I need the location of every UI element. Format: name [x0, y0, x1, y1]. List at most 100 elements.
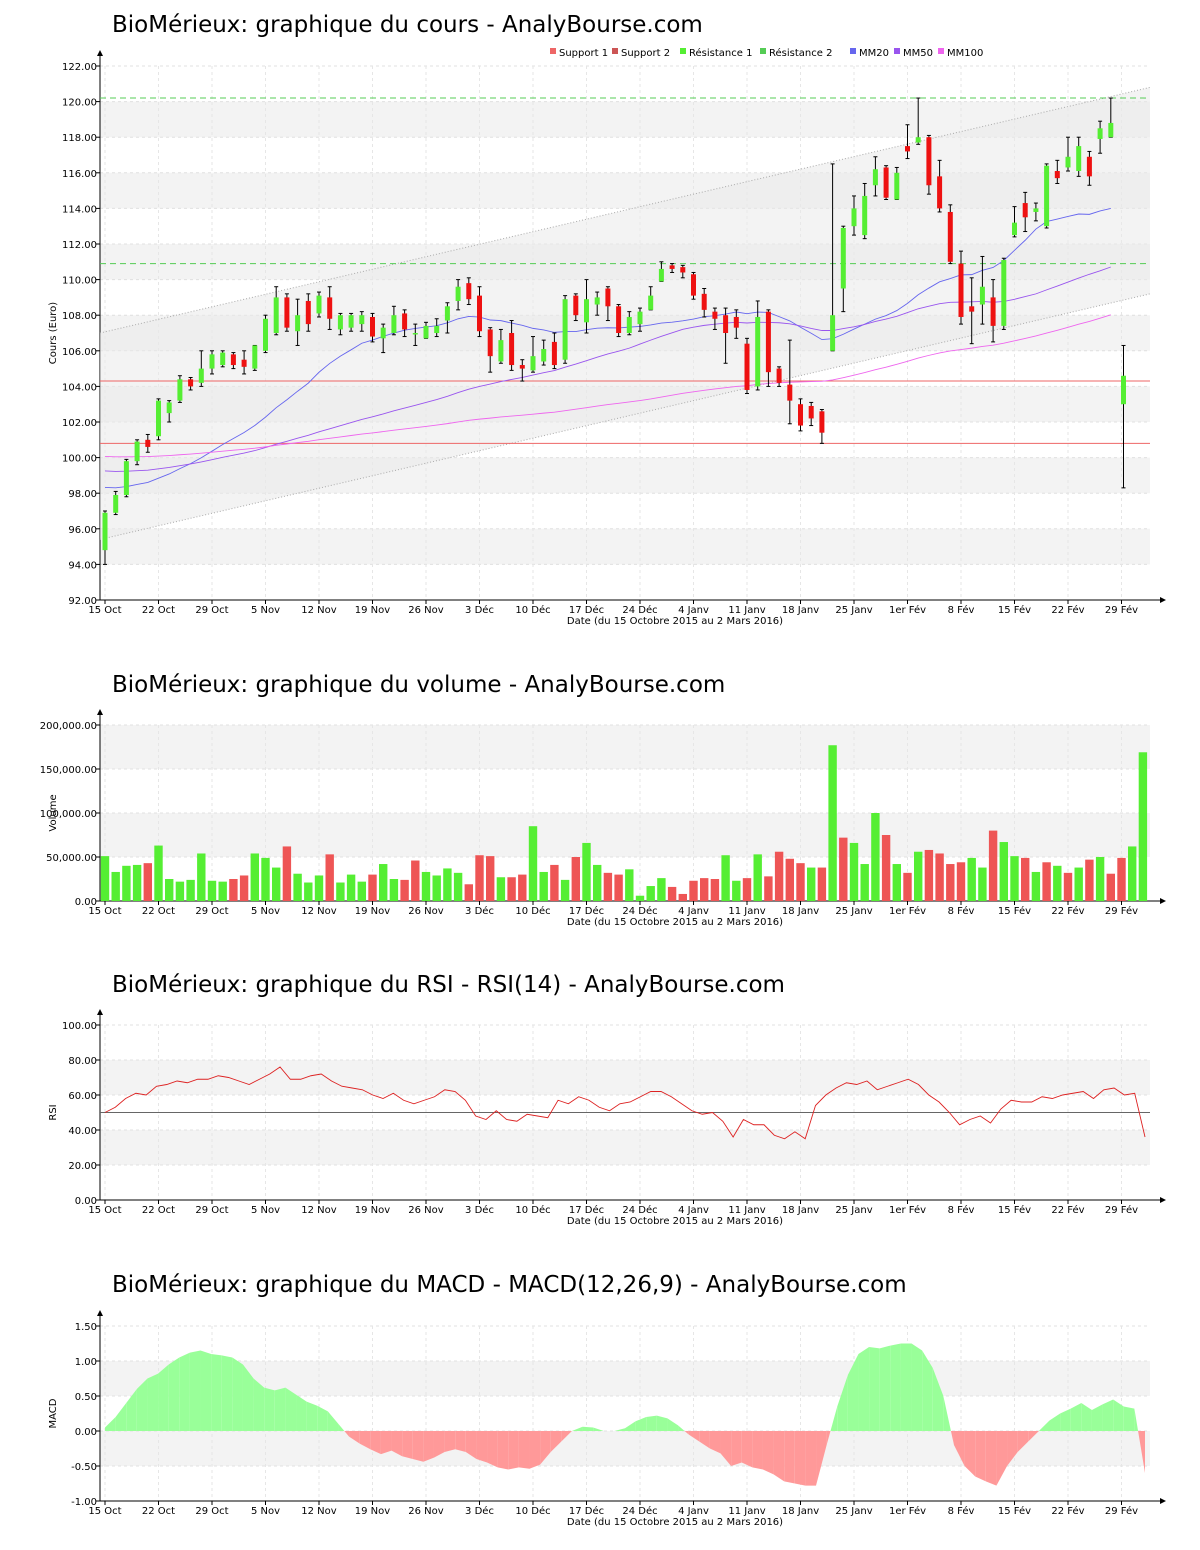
candle-body — [787, 384, 793, 401]
x-axis-arrow — [1160, 1197, 1166, 1203]
y-axis-label: Volume — [48, 794, 59, 831]
macd-area-segment — [688, 1431, 700, 1442]
macd-area-segment — [476, 1431, 488, 1463]
candle-body — [851, 208, 857, 227]
candle-body — [477, 295, 482, 332]
candle-body — [658, 268, 664, 282]
y-tick-label: 0.00 — [75, 897, 97, 908]
volume-bar — [218, 881, 227, 901]
volume-bar — [122, 865, 131, 901]
volume-bar — [282, 846, 292, 901]
legend-label: Support 2 — [621, 48, 670, 59]
volume-bar — [935, 853, 944, 901]
volume-bar — [1063, 872, 1073, 901]
candle-body — [691, 274, 696, 296]
volume-bar — [154, 845, 163, 901]
macd-area-segment — [1038, 1420, 1050, 1431]
volume-bar — [560, 879, 570, 901]
x-tick-label: 29 Fév — [1105, 604, 1138, 616]
y-tick-label: 96.00 — [68, 525, 97, 536]
x-tick-label: 26 Nov — [408, 1506, 444, 1517]
x-tick-label: 15 Fév — [998, 604, 1031, 616]
volume-bar — [368, 874, 377, 901]
candle-body — [1001, 260, 1007, 326]
macd-area-segment — [1138, 1431, 1145, 1473]
x-tick-label: 12 Nov — [301, 1506, 337, 1517]
candle-body — [156, 400, 161, 437]
macd-area-segment — [529, 1431, 541, 1469]
x-tick-label: 17 Déc — [569, 1204, 604, 1216]
x-tick-label: 22 Fév — [1051, 905, 1084, 917]
candle-body — [1012, 222, 1017, 236]
volume-bar — [464, 884, 473, 901]
x-tick-label: 8 Fév — [948, 1505, 975, 1517]
candle-body — [113, 494, 119, 513]
candle-body — [1076, 146, 1082, 172]
macd-area-segment — [115, 1403, 127, 1431]
candle-body — [380, 327, 386, 339]
candle-body — [830, 315, 836, 351]
macd-panel: BioMérieux: graphique du MACD - MACD(12,… — [0, 1260, 1200, 1550]
y-tick-label: 150,000.00 — [40, 765, 97, 776]
candle-body — [263, 318, 268, 351]
macd-area-segment — [922, 1350, 933, 1431]
volume-bar — [593, 864, 602, 901]
x-tick-label: 22 Oct — [142, 1205, 175, 1216]
legend-swatch — [850, 48, 856, 54]
volume-bar — [261, 857, 270, 901]
x-tick-label: 12 Nov — [301, 1205, 337, 1216]
x-tick-label: 25 Janv — [835, 906, 872, 917]
legend-swatch — [550, 48, 556, 54]
candle-body — [102, 512, 108, 551]
volume-bar — [197, 853, 206, 901]
y-axis-arrow — [97, 709, 103, 715]
macd-area-segment — [136, 1378, 148, 1431]
candle-body — [1065, 156, 1071, 168]
legend-label: Support 1 — [559, 48, 608, 59]
y-tick-label: 40.00 — [68, 1126, 97, 1137]
volume-bar — [849, 842, 859, 901]
x-tick-label: 29 Fév — [1105, 1204, 1138, 1216]
macd-area-segment — [837, 1375, 848, 1431]
volume-bar — [239, 875, 249, 901]
candle-body — [316, 295, 322, 314]
x-tick-label: 10 Déc — [515, 604, 550, 616]
macd-area-segment — [752, 1431, 763, 1470]
volume-bar — [785, 858, 794, 901]
volume-bar — [314, 875, 324, 901]
volume-bar — [1010, 856, 1019, 901]
macd-chart: -1.00 -0.50 0.00 0.50 1.00 1.50 15 Oct 22 Oct 29… — [48, 1310, 1166, 1528]
x-tick-label: 10 Déc — [515, 1204, 550, 1216]
x-tick-label: 11 Janv — [728, 1205, 765, 1216]
volume-bar — [389, 879, 399, 901]
rsi-chart-title: BioMérieux: graphique du RSI - RSI(14) -… — [112, 972, 785, 998]
y-tick-label: -0.50 — [71, 1462, 97, 1473]
macd-area-segment — [858, 1347, 870, 1431]
volume-bar — [486, 856, 495, 901]
x-tick-label: 11 Janv — [728, 1506, 765, 1517]
macd-area-segment — [847, 1354, 859, 1431]
y-tick-label: 50,000.00 — [46, 853, 97, 864]
x-tick-label: 19 Nov — [355, 1506, 391, 1517]
x-tick-label: 25 Janv — [835, 1506, 872, 1517]
volume-bar — [507, 877, 516, 901]
macd-area-segment — [1123, 1406, 1135, 1431]
volume-bar — [914, 851, 923, 901]
y-tick-label: 0.00 — [75, 1196, 97, 1207]
candle-body — [177, 379, 183, 401]
macd-area-segment — [985, 1431, 997, 1486]
x-tick-label: 22 Fév — [1051, 1505, 1084, 1517]
macd-area-segment — [731, 1431, 742, 1466]
y-tick-label: 122.00 — [62, 62, 97, 73]
x-tick-label: 22 Oct — [142, 906, 175, 917]
candle-body — [915, 137, 921, 143]
y-tick-label: 200,000.00 — [40, 721, 97, 732]
macd-area-segment — [1017, 1431, 1029, 1452]
x-tick-label: 25 Janv — [835, 1205, 872, 1216]
candle-body — [230, 354, 236, 366]
x-tick-label: 11 Janv — [728, 605, 765, 616]
macd-area-segment — [826, 1431, 831, 1445]
volume-bar — [539, 871, 548, 901]
candle-body — [359, 315, 365, 325]
macd-area-segment — [253, 1378, 265, 1431]
